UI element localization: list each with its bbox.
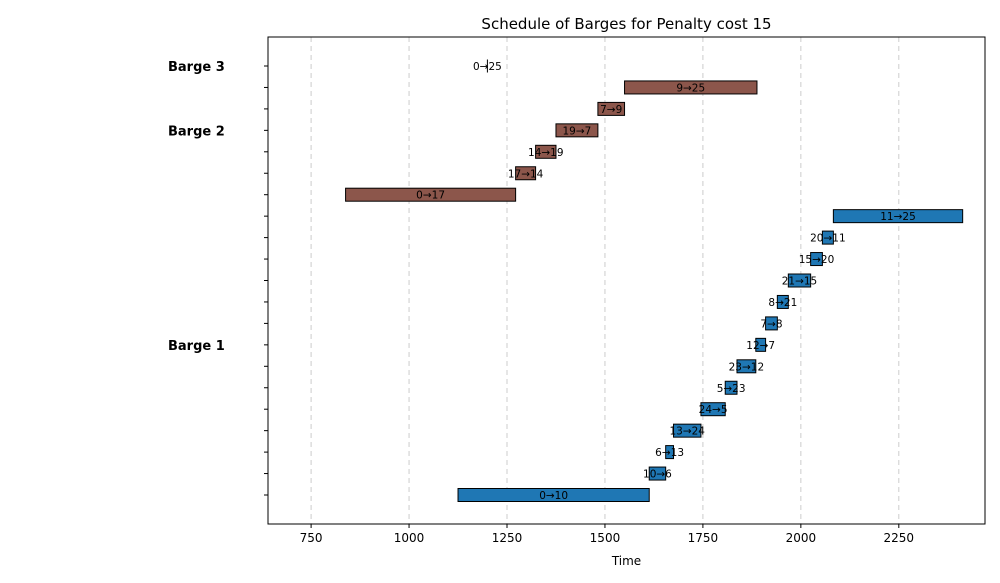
task-bar-label: 17→14 <box>508 168 544 180</box>
task-bar-rect <box>597 101 626 116</box>
task-bar: 0→17 <box>345 187 517 202</box>
task-bar-label: 7→9 <box>600 104 622 116</box>
task-bar: 11→25 <box>832 209 964 224</box>
task-bar-label: 8→21 <box>768 297 797 309</box>
task-bar: 14→19 <box>528 144 564 159</box>
task-bar: 24→5 <box>699 402 728 417</box>
task-bar: 17→14 <box>508 166 544 181</box>
task-bar-label: 10→6 <box>643 469 672 481</box>
task-bar: 8→21 <box>768 294 797 309</box>
task-bar-label: 12→7 <box>746 340 775 352</box>
task-bar-rect <box>345 187 517 202</box>
task-bar-label: 15→20 <box>799 254 835 266</box>
task-bar: 6→13 <box>655 445 684 460</box>
x-tick-label: 2250 <box>884 531 915 545</box>
task-bar-rect <box>673 423 702 438</box>
task-bar-label: 0→25 <box>473 61 502 73</box>
task-bar-rect <box>765 316 778 331</box>
task-bar-rect <box>648 466 667 481</box>
x-axis-label: Time <box>611 554 641 568</box>
task-bar: 23→12 <box>729 359 765 374</box>
task-bar-label: 5→23 <box>717 383 746 395</box>
task-bar-rect <box>555 123 599 138</box>
task-bar-rect <box>832 209 964 224</box>
chart-title: Schedule of Barges for Penalty cost 15 <box>481 15 771 33</box>
task-bar-label: 24→5 <box>699 404 728 416</box>
x-tick-label: 1750 <box>688 531 719 545</box>
task-bar-rect <box>787 273 812 288</box>
task-bars: 0→25 9→25 7→9 19→7 14→19 17→14 0→17 11→25 20→11 1… <box>345 59 964 502</box>
task-bar-label: 0→17 <box>416 190 445 202</box>
barge-label: Barge 3 <box>168 60 225 75</box>
task-bar: 20→11 <box>810 230 846 245</box>
task-bar: 9→25 <box>624 80 758 95</box>
task-bar: 5→23 <box>717 380 746 395</box>
barge-labels: Barge 1 Barge 2 Barge 3 <box>168 60 225 354</box>
task-bar-label: 13→24 <box>669 426 705 438</box>
task-bar: 0→10 <box>457 488 650 502</box>
task-bar: 10→6 <box>643 466 672 481</box>
task-bar-label: 11→25 <box>880 211 916 223</box>
x-tick-label: 750 <box>300 531 323 545</box>
task-bar-rect <box>755 337 767 352</box>
x-tick-label: 1000 <box>394 531 425 545</box>
x-axis: 750 1000 1250 1500 1750 2000 2250 <box>300 524 914 545</box>
task-bar-label: 20→11 <box>810 233 846 245</box>
task-bar-rect <box>821 230 834 245</box>
task-bar-label: 21→15 <box>782 276 818 288</box>
y-axis <box>264 65 268 496</box>
task-bar-rect <box>736 359 757 374</box>
task-bar-rect <box>700 402 726 417</box>
task-bar-label: 0→10 <box>539 490 568 502</box>
task-bar-label: 7→8 <box>760 318 782 330</box>
plot-frame <box>267 36 986 525</box>
x-tick-label: 1500 <box>590 531 621 545</box>
task-bar-rect <box>810 252 823 267</box>
x-tick-label: 1250 <box>492 531 523 545</box>
task-bar: 19→7 <box>555 123 599 138</box>
task-bar-label: 9→25 <box>676 82 705 94</box>
task-bar: 7→8 <box>760 316 783 331</box>
task-bar-label: 14→19 <box>528 147 564 159</box>
task-bar-rect <box>665 445 675 460</box>
task-bar-label: 19→7 <box>563 125 592 137</box>
task-bar: 15→20 <box>799 252 835 267</box>
task-bar: 12→7 <box>746 337 775 352</box>
task-bar-label: 23→12 <box>729 361 765 373</box>
task-bar-rect <box>624 80 758 95</box>
task-bar-label: 6→13 <box>655 447 684 459</box>
task-bar: 21→15 <box>782 273 818 288</box>
task-bar-rect <box>776 294 789 309</box>
task-bar-rect <box>515 166 537 181</box>
barge-label: Barge 2 <box>168 124 225 139</box>
task-bar-rect <box>724 380 738 395</box>
task-bar: 13→24 <box>669 423 705 438</box>
x-tick-label: 2000 <box>786 531 817 545</box>
task-bar: 7→9 <box>597 101 626 116</box>
task-bar-rect <box>457 488 650 502</box>
barge-label: Barge 1 <box>168 339 225 354</box>
task-bar: 0→25 <box>473 59 502 73</box>
task-bar-rect <box>535 144 557 159</box>
